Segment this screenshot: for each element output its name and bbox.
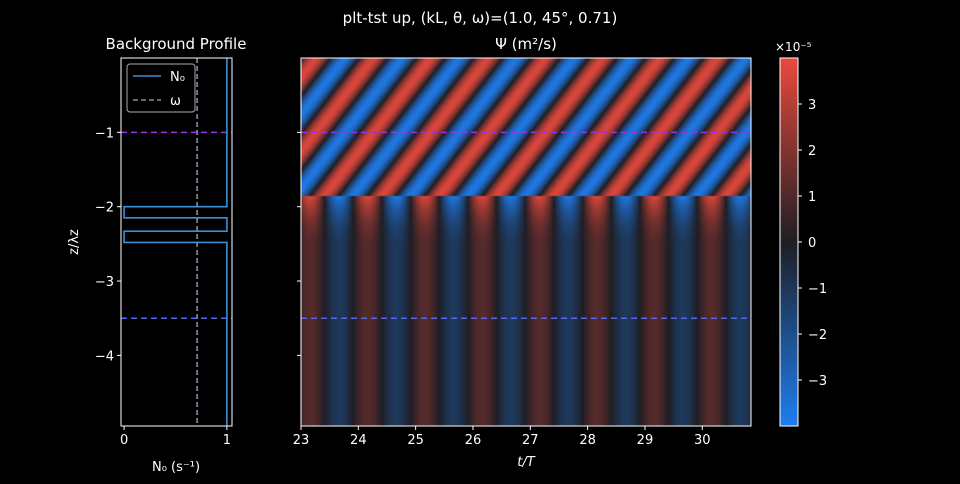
right-xtick-label: 26: [465, 433, 482, 448]
series-line-n0: [123, 58, 228, 426]
left-plot-area: [121, 58, 232, 426]
colorbar-tick-label: 3: [808, 98, 816, 113]
colorbar-ticks: −3 −2 −1 0 1 2 3: [798, 98, 827, 389]
psi-heatmap-panel: Ψ (m²/s) 23 24 25 26 27 28 29 30 t/T: [293, 35, 752, 470]
colorbar-tick-label: 0: [808, 236, 816, 251]
colorbar-tick-label: 1: [808, 190, 816, 205]
left-ytick-label: −2: [95, 201, 114, 216]
left-x-axis-label: N₀ (s⁻¹): [152, 460, 200, 475]
colorbar-tick-label: −3: [808, 374, 827, 389]
colorbar-tick-label: 2: [808, 144, 816, 159]
right-x-axis-label: t/T: [517, 455, 535, 470]
left-xtick-label: 0: [120, 433, 128, 448]
left-axes-frame: [120, 57, 233, 427]
heatmap-overlay: [301, 131, 751, 319]
background-profile-panel: Background Profile 0 1 −1 −2 −3 −4 N₀ (s⁻¹) z…: [67, 35, 246, 475]
left-panel-title: Background Profile: [106, 35, 247, 53]
left-xtick-label: 1: [223, 433, 231, 448]
left-ytick-label: −3: [95, 275, 114, 290]
right-xtick-label: 23: [293, 433, 310, 448]
right-xtick-label: 30: [694, 433, 711, 448]
figure-suptitle: plt-tst up, (kL, θ, ω)=(1.0, 45°, 0.71): [343, 9, 618, 27]
psi-heatmap-image: [301, 58, 751, 426]
colorbar-scale-label: ×10⁻⁵: [775, 40, 812, 54]
colorbar: ×10⁻⁵ −3 −2 −1 0 1 2 3: [775, 40, 827, 427]
legend-omega-label: ω: [170, 94, 181, 109]
colorbar-gradient: [779, 57, 799, 427]
colorbar-tick-label: −1: [808, 282, 827, 297]
right-xtick-label: 24: [350, 433, 367, 448]
legend: N₀ ω: [126, 63, 196, 113]
right-ticks: 23 24 25 26 27 28 29 30: [293, 131, 711, 448]
heatmap-area: [301, 58, 751, 426]
legend-n0-label: N₀: [170, 70, 185, 85]
colorbar-tick-label: −2: [808, 328, 827, 343]
left-ticks: 0 1 −1 −2 −3 −4: [95, 126, 231, 448]
right-xtick-label: 25: [407, 433, 424, 448]
left-y-axis-label: z/λz: [67, 229, 82, 255]
right-xtick-label: 29: [637, 433, 654, 448]
right-panel-title: Ψ (m²/s): [495, 35, 557, 53]
left-ytick-label: −1: [95, 126, 114, 141]
right-axes-frame: [300, 57, 752, 427]
right-xtick-label: 28: [579, 433, 596, 448]
right-xtick-label: 27: [522, 433, 539, 448]
left-ytick-label: −4: [95, 349, 114, 364]
